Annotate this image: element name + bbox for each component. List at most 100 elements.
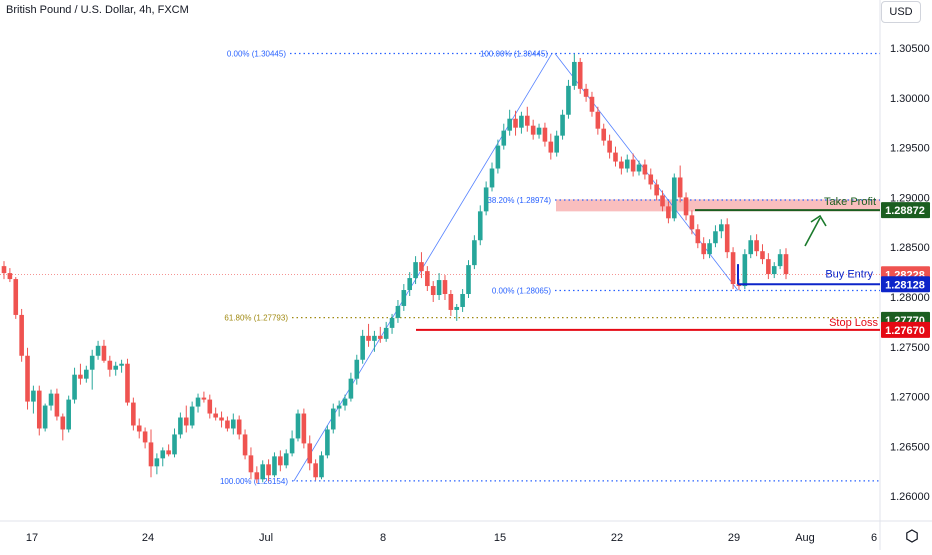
candle-body — [378, 335, 383, 339]
candle — [19, 308, 24, 362]
candle — [25, 347, 30, 410]
candle — [289, 430, 295, 457]
candle-body — [319, 455, 324, 478]
arrow-icon — [804, 217, 821, 247]
candle-body — [636, 164, 642, 172]
candle-body — [289, 438, 295, 454]
candle-body — [19, 314, 24, 356]
candle-body — [325, 429, 330, 456]
candle-body — [248, 455, 254, 473]
buy-entry-tag-label: 1.28128 — [885, 279, 925, 291]
candle-body — [342, 398, 348, 406]
candle-body — [72, 374, 77, 400]
candle — [1, 261, 7, 280]
candle-body — [771, 266, 777, 275]
candle-body — [272, 456, 277, 476]
candle-body — [395, 305, 401, 318]
take-profit-tag-label: 1.28872 — [885, 205, 925, 217]
arrow-head-icon — [810, 214, 827, 227]
fib-label: 100.00% (1.26154) — [220, 477, 288, 486]
candle-body — [507, 118, 512, 131]
candle-body — [683, 197, 689, 216]
y-tick-label: 1.26000 — [890, 491, 930, 503]
candle — [278, 450, 283, 472]
candle-body — [589, 96, 595, 112]
candle — [624, 154, 630, 173]
candle — [107, 355, 113, 377]
candle — [701, 237, 706, 260]
candle-body — [554, 135, 559, 153]
candle-body — [595, 111, 601, 129]
candle — [166, 444, 171, 457]
candle — [636, 160, 642, 176]
candle-body — [219, 417, 224, 421]
candle — [754, 234, 759, 257]
candle — [225, 416, 230, 432]
candle — [272, 452, 277, 478]
candle — [313, 459, 318, 481]
candle-body — [84, 369, 89, 379]
candle-body — [89, 355, 95, 370]
settings-icon[interactable] — [900, 527, 924, 545]
candle-body — [613, 152, 618, 162]
candle-body — [748, 240, 754, 255]
candle — [442, 275, 448, 300]
candle-body — [524, 115, 530, 126]
candle — [648, 168, 654, 190]
candle-body — [671, 177, 677, 219]
candle — [125, 358, 130, 406]
currency-button[interactable]: USD — [881, 1, 921, 23]
candle — [78, 363, 83, 385]
candle-body — [336, 405, 342, 409]
candle — [572, 53, 577, 90]
candle-body — [624, 159, 630, 169]
candle — [160, 447, 166, 467]
candle — [695, 224, 701, 249]
candle-body — [101, 345, 107, 361]
y-tick-label: 1.27000 — [890, 392, 930, 404]
buy-entry-label: Buy Entry — [825, 268, 873, 280]
candle — [13, 277, 19, 319]
candle — [242, 429, 248, 460]
candle-body — [777, 254, 783, 267]
candle — [413, 256, 418, 285]
candle-body — [60, 416, 66, 430]
candle — [360, 329, 365, 364]
candle — [513, 110, 518, 136]
candle-body — [31, 390, 36, 402]
candle — [372, 330, 377, 352]
candle — [742, 249, 748, 290]
candle — [307, 435, 313, 471]
candle — [172, 428, 177, 458]
candle-body — [142, 431, 148, 443]
x-tick-label: 8 — [380, 532, 386, 544]
candle-body — [13, 279, 19, 315]
candle — [148, 429, 154, 478]
candle — [713, 225, 718, 248]
candle-body — [330, 408, 336, 430]
candle — [301, 408, 307, 449]
candle — [42, 403, 48, 432]
candle — [254, 466, 260, 484]
candle — [101, 339, 107, 363]
candle-body — [472, 240, 477, 266]
candle-body — [724, 224, 730, 253]
candle — [707, 239, 712, 259]
candle — [560, 109, 565, 140]
candle — [460, 289, 465, 312]
candle-body — [477, 211, 483, 241]
candle-body — [301, 413, 307, 444]
candle-body — [619, 161, 624, 169]
candle — [589, 91, 595, 117]
candle — [383, 321, 389, 342]
candle-body — [766, 259, 771, 275]
candle-body — [283, 453, 289, 466]
candle-body — [413, 262, 418, 279]
candle-body — [254, 472, 260, 480]
candle-body — [548, 141, 554, 153]
candle-body — [466, 265, 471, 295]
candle — [489, 162, 495, 192]
